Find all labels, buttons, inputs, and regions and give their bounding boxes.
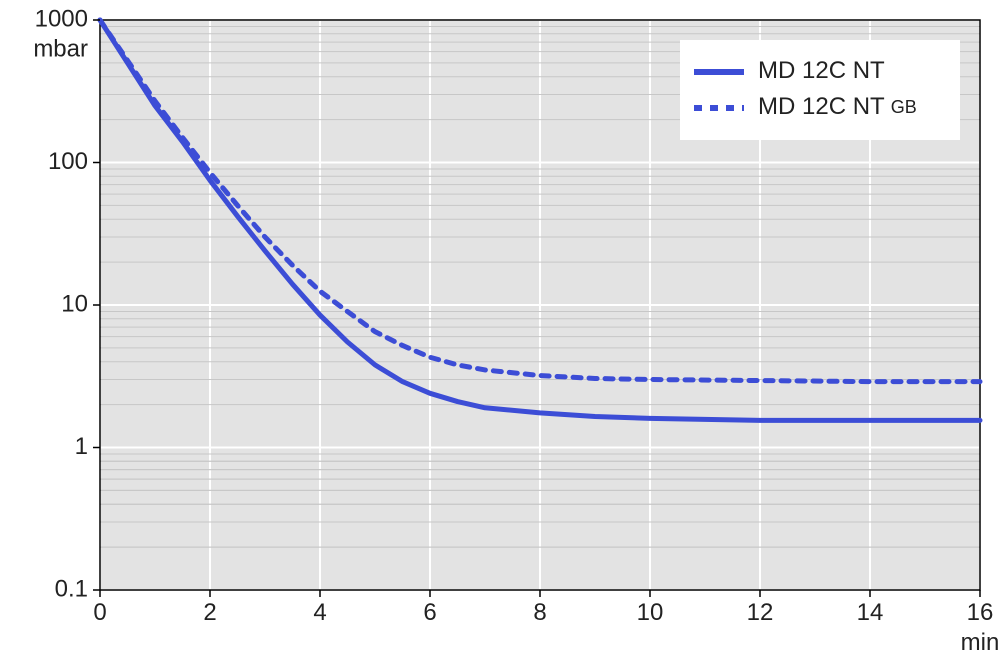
x-tick-label: 14 xyxy=(857,599,884,626)
x-axis-label: min xyxy=(961,629,1000,656)
y-tick-label: 1000 xyxy=(35,5,88,32)
x-tick-label: 8 xyxy=(533,599,546,626)
x-tick-label: 16 xyxy=(967,599,994,626)
x-tick-label: 6 xyxy=(423,599,436,626)
y-tick-label: 0.1 xyxy=(55,575,88,602)
legend-label: MD 12C NT xyxy=(758,57,885,84)
legend-box xyxy=(680,40,960,140)
legend-label: MD 12C NTGB xyxy=(758,93,917,120)
y-tick-label: 1 xyxy=(75,433,88,460)
pumpdown-chart: 0.1 1 10 100 1000 mbar 0 2 4 6 8 10 12 14 16 min MD 12C … xyxy=(0,0,1000,668)
chart-svg: 0.1 1 10 100 1000 mbar 0 2 4 6 8 10 12 14 16 min MD 12C … xyxy=(0,0,1000,668)
y-tick-label: 10 xyxy=(61,290,88,317)
x-tick-label: 12 xyxy=(747,599,774,626)
x-tick-label: 4 xyxy=(313,599,326,626)
x-tick-label: 0 xyxy=(93,599,106,626)
y-tick-label: 100 xyxy=(48,148,88,175)
y-axis-label: mbar xyxy=(33,35,88,62)
x-tick-label: 10 xyxy=(637,599,664,626)
x-tick-label: 2 xyxy=(203,599,216,626)
